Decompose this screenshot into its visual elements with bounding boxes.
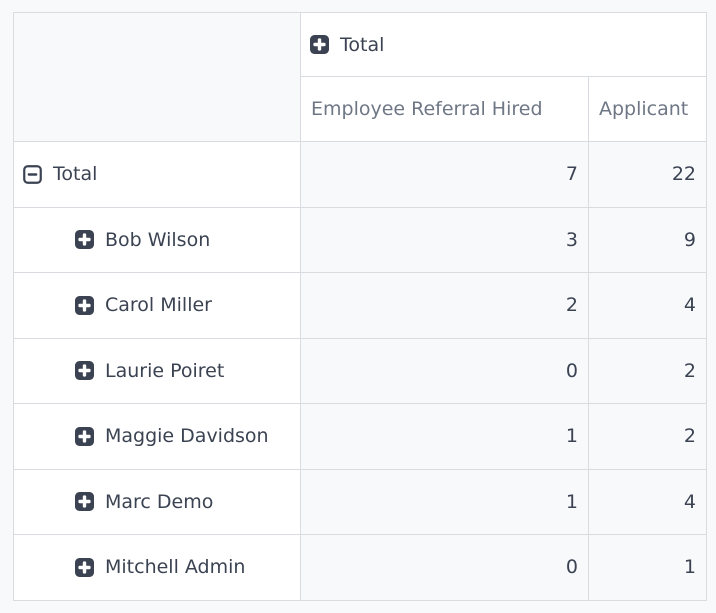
pivot-table: Total Employee Referral Hired Applicant T…	[13, 12, 707, 601]
row-header-label: Maggie Davidson	[105, 425, 269, 448]
row-header-carol-miller[interactable]: Carol Miller	[13, 272, 301, 339]
pivot-value-cell: 1	[588, 534, 707, 601]
pivot-row-maggie-davidson: Maggie Davidson 1 2	[13, 403, 707, 470]
pivot-value-cell: 2	[300, 272, 589, 339]
plus-square-icon	[75, 492, 94, 512]
pivot-value-cell: 4	[588, 272, 707, 339]
row-header-marc-demo[interactable]: Marc Demo	[13, 468, 301, 535]
measure-header-employee-referral-hired[interactable]: Employee Referral Hired	[300, 76, 589, 142]
pivot-value-cell: 4	[588, 468, 707, 535]
pivot-value-cell: 2	[588, 403, 707, 470]
column-group-header-total[interactable]: Total	[300, 12, 707, 77]
pivot-value-cell: 9	[588, 206, 707, 273]
pivot-row-bob-wilson: Bob Wilson 3 9	[13, 206, 707, 273]
pivot-value-cell: 22	[588, 141, 707, 208]
row-header-label: Carol Miller	[105, 294, 212, 317]
row-header-maggie-davidson[interactable]: Maggie Davidson	[13, 403, 301, 470]
plus-square-icon	[75, 230, 94, 250]
pivot-value-cell: 3	[300, 206, 589, 273]
row-header-bob-wilson[interactable]: Bob Wilson	[13, 206, 301, 273]
plus-square-icon	[75, 295, 94, 315]
pivot-row-laurie-poiret: Laurie Poiret 0 2	[13, 337, 707, 404]
pivot-corner-cell	[13, 12, 301, 142]
pivot-row-marc-demo: Marc Demo 1 4	[13, 468, 707, 535]
pivot-row-total: Total 7 22	[13, 141, 707, 208]
pivot-value-cell: 2	[588, 337, 707, 404]
measure-header-row: Employee Referral Hired Applicant	[14, 76, 707, 142]
pivot-value-cell: 0	[300, 337, 589, 404]
pivot-row-carol-miller: Carol Miller 2 4	[13, 272, 707, 339]
column-group-row: Total	[13, 12, 707, 142]
row-header-mitchell-admin[interactable]: Mitchell Admin	[13, 534, 301, 601]
minus-square-icon	[23, 164, 42, 184]
plus-square-icon	[310, 35, 329, 54]
measure-header-applicant[interactable]: Applicant	[588, 76, 707, 142]
row-header-label: Mitchell Admin	[105, 556, 246, 579]
pivot-value-cell: 1	[300, 403, 589, 470]
row-header-label: Bob Wilson	[105, 228, 211, 251]
column-group-label: Total	[340, 33, 385, 56]
plus-square-icon	[75, 426, 94, 446]
pivot-value-cell: 1	[300, 468, 589, 535]
pivot-row-mitchell-admin: Mitchell Admin 0 1	[13, 534, 707, 601]
row-header-label: Marc Demo	[105, 490, 214, 513]
row-header-label: Laurie Poiret	[105, 359, 225, 382]
pivot-value-cell: 7	[300, 141, 589, 208]
row-header-total[interactable]: Total	[13, 141, 301, 208]
plus-square-icon	[75, 361, 94, 381]
row-header-label: Total	[53, 163, 98, 186]
row-header-laurie-poiret[interactable]: Laurie Poiret	[13, 337, 301, 404]
plus-square-icon	[75, 557, 94, 577]
pivot-value-cell: 0	[300, 534, 589, 601]
